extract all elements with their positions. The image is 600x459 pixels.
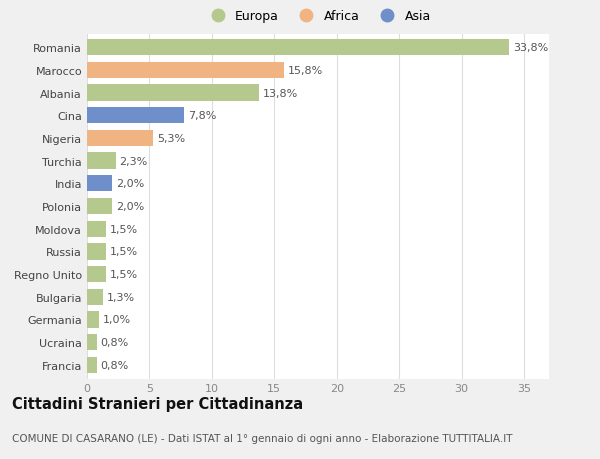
Text: 15,8%: 15,8% [288,66,323,76]
Text: COMUNE DI CASARANO (LE) - Dati ISTAT al 1° gennaio di ogni anno - Elaborazione T: COMUNE DI CASARANO (LE) - Dati ISTAT al … [12,433,512,442]
Bar [87,85,259,101]
Bar [87,108,184,124]
Text: 2,3%: 2,3% [119,156,148,166]
Text: 1,0%: 1,0% [103,315,131,325]
Text: 1,5%: 1,5% [109,224,137,234]
Bar [87,176,112,192]
Text: 0,8%: 0,8% [101,360,129,370]
Bar [87,312,100,328]
Text: 2,0%: 2,0% [116,202,144,212]
Bar [87,357,97,373]
Text: 1,3%: 1,3% [107,292,135,302]
Bar [87,221,106,237]
Text: 33,8%: 33,8% [513,43,548,53]
Bar [87,289,103,305]
Bar [87,40,509,56]
Text: 1,5%: 1,5% [109,247,137,257]
Legend: Europa, Africa, Asia: Europa, Africa, Asia [201,6,435,27]
Text: 1,5%: 1,5% [109,269,137,280]
Text: 0,8%: 0,8% [101,337,129,347]
Bar [87,244,106,260]
Text: 2,0%: 2,0% [116,179,144,189]
Bar [87,334,97,351]
Text: Cittadini Stranieri per Cittadinanza: Cittadini Stranieri per Cittadinanza [12,397,303,412]
Bar [87,266,106,283]
Bar [87,198,112,215]
Text: 7,8%: 7,8% [188,111,217,121]
Bar [87,130,153,147]
Bar [87,153,116,169]
Text: 13,8%: 13,8% [263,88,298,98]
Bar [87,62,284,79]
Text: 5,3%: 5,3% [157,134,185,144]
